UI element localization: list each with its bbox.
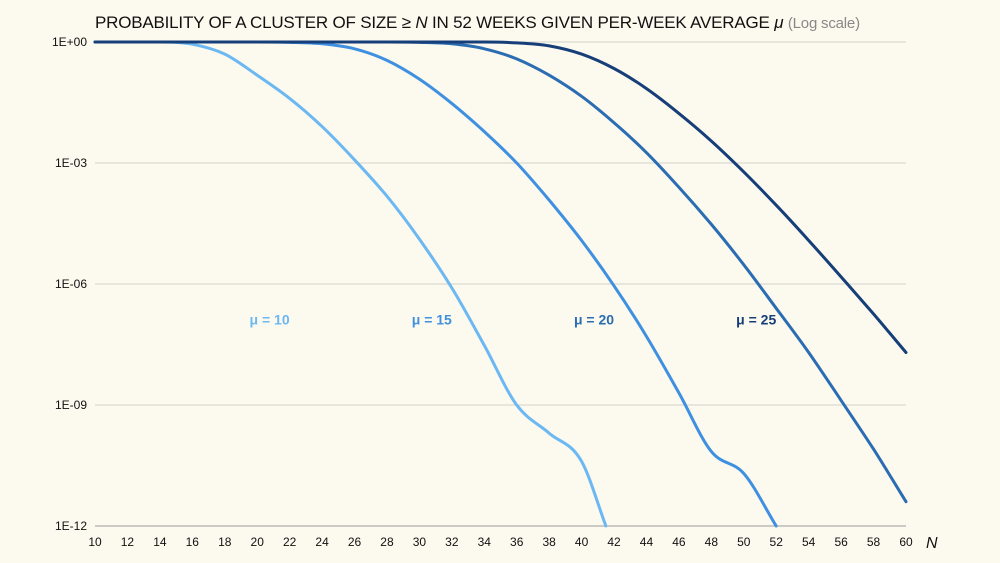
x-tick-label: 26 (348, 535, 362, 549)
x-tick-labels: 10 12 14 16 18 20 22 24 26 28 30 32 34 36 38 40 42 44 46 48… (88, 535, 913, 549)
series-labels: μ = 10 μ = 15 μ = 20 μ = 25 (250, 311, 777, 327)
y-tick-label: 1E-03 (55, 156, 87, 170)
title-subtitle: (Log scale) (787, 15, 860, 32)
x-tick-label: 28 (380, 535, 394, 549)
x-tick-label: 24 (315, 535, 329, 549)
x-tick-label: 10 (88, 535, 102, 549)
series-label-3: μ = 20 (574, 311, 614, 327)
x-tick-label: 50 (737, 535, 751, 549)
x-tick-label: 32 (445, 535, 459, 549)
x-axis-label: N (926, 535, 938, 552)
x-tick-label: 58 (867, 535, 881, 549)
x-tick-label: 40 (575, 535, 589, 549)
x-tick-label: 46 (672, 535, 686, 549)
x-tick-label: 30 (413, 535, 427, 549)
y-tick-label: 1E-09 (55, 398, 87, 412)
y-tick-label: 1E-12 (55, 519, 87, 533)
grid-lines (95, 41, 906, 527)
x-tick-label: 60 (899, 535, 913, 549)
x-tick-label: 42 (607, 535, 621, 549)
x-tick-label: 44 (640, 535, 654, 549)
x-tick-label: 52 (770, 535, 784, 549)
x-tick-label: 56 (834, 535, 848, 549)
y-tick-label: 1E-06 (55, 277, 87, 291)
x-tick-label: 18 (218, 535, 232, 549)
x-tick-label: 54 (802, 535, 816, 549)
series-line-4 (93, 40, 908, 354)
series-line-1 (93, 40, 608, 528)
title-mu-symbol: μ (774, 13, 784, 32)
series-line-3 (93, 40, 908, 504)
x-tick-label: 12 (121, 535, 135, 549)
x-tick-label: 14 (153, 535, 167, 549)
y-tick-labels: 1E+00 1E-03 1E-06 1E-09 1E-12 (52, 35, 87, 533)
title-n-symbol: N (415, 13, 428, 32)
y-tick-label: 1E+00 (52, 35, 87, 49)
x-tick-label: 34 (478, 535, 492, 549)
chart-title: PROBABILITY OF A CLUSTER OF SIZE ≥ N IN … (95, 13, 860, 33)
x-tick-label: 20 (251, 535, 265, 549)
x-tick-label: 48 (705, 535, 719, 549)
x-tick-label: 36 (510, 535, 524, 549)
x-tick-label: 38 (542, 535, 556, 549)
series-lines (93, 40, 908, 528)
x-tick-label: 22 (283, 535, 297, 549)
series-label-2: μ = 15 (412, 311, 452, 327)
x-tick-label: 16 (186, 535, 200, 549)
title-part2: IN 52 WEEKS GIVEN PER-WEEK AVERAGE (427, 13, 775, 32)
series-label-1: μ = 10 (250, 311, 290, 327)
title-part1: PROBABILITY OF A CLUSTER OF SIZE ≥ (95, 13, 416, 32)
series-label-4: μ = 25 (736, 311, 776, 327)
